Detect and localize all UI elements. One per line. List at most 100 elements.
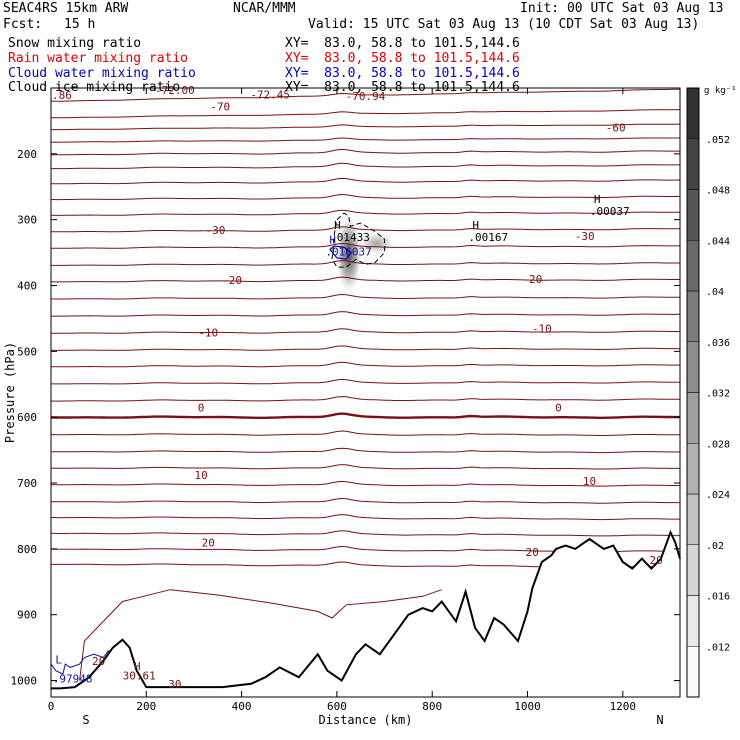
contour-label: 0 (198, 401, 205, 414)
x-axis-label: Distance (km) (319, 713, 413, 727)
contour-label: -10 (198, 326, 218, 339)
isotherm-line (51, 361, 680, 368)
isotherm-line (51, 396, 680, 402)
colorbar-segment (686, 189, 700, 241)
isotherm-line (51, 226, 680, 233)
cloud-ice-contour (331, 212, 386, 268)
field-name-snow: Snow mixing ratio (8, 36, 142, 51)
colorbar-tick-label: .052 (706, 135, 730, 146)
extremum-value: .016037 (325, 245, 371, 258)
contour-labels: -70 -72.45 -70.94 -60 -30 -30 -20 -20 -10 -10 0 0 10… (52, 84, 663, 691)
colorbar-segment (686, 493, 700, 545)
colorbar-tick-label: .036 (706, 338, 730, 349)
x-tick-label: 400 (232, 700, 252, 713)
colorbar-segment (686, 646, 700, 698)
isotherm-line (51, 293, 680, 300)
contour-label: 10 (583, 475, 596, 488)
contour-label: 20 (526, 546, 539, 559)
cloud-water-contour (329, 245, 353, 260)
contour-label: -20 (522, 273, 542, 286)
field-xy-cloud-ice: XY= 83.0, 58.8 to 101.5,144.6 (285, 80, 520, 95)
x-tick-label: 1200 (610, 700, 637, 713)
isotherm-line (51, 412, 680, 419)
isotherm-line (51, 530, 680, 537)
x-tick-label: 1000 (514, 700, 541, 713)
y-tick-label: 400 (17, 280, 37, 293)
y-tick-label: 600 (17, 411, 37, 424)
colorbar-tick-label: .016 (706, 592, 730, 603)
extremum-value: .01433 (330, 231, 370, 244)
south-label: S (82, 713, 89, 727)
field-name-cloud-ice: Cloud ice mixing ratio (8, 80, 181, 95)
isotherm-line (51, 311, 680, 317)
colorbar-segment (686, 341, 700, 393)
isotherm-line (51, 447, 680, 454)
isotherm-line (51, 514, 680, 521)
terrain-fill (51, 532, 680, 697)
x-tick-label: 200 (136, 700, 156, 713)
x-tick-label: 600 (327, 700, 347, 713)
terrain-line (51, 529, 681, 690)
isotherm-line (51, 193, 680, 201)
colorbar-segment (686, 392, 700, 444)
contour-label: 20 (202, 536, 215, 549)
contour-label: -70 (210, 100, 230, 113)
contour-label: -20 (222, 274, 242, 287)
colorbar-units: g kg⁻¹ (704, 86, 737, 96)
contour-label: 30.61 (123, 669, 156, 682)
x-tick-label: 0 (48, 700, 55, 713)
colorbar-tick-label: .032 (706, 389, 730, 400)
x-tick-label: 800 (422, 700, 442, 713)
extremum-value: .00167 (468, 231, 508, 244)
isotherm-line (51, 260, 680, 266)
extremum-symbol: H (329, 233, 336, 246)
colorbar-segment (686, 240, 700, 292)
field-name-rain: Rain water mixing ratio (8, 51, 189, 66)
contour-label: -72.45 (250, 89, 290, 102)
isotherm-line (51, 276, 680, 283)
contour-label: -30 (575, 230, 595, 243)
plot-frame (50, 87, 681, 698)
model-title: SEAC4RS 15km ARW (3, 1, 129, 16)
colorbar-tick-label: .048 (706, 186, 730, 197)
contour-label: 20 (650, 554, 663, 567)
y-tick-label: 1000 (11, 675, 38, 688)
extremum-symbol: L (55, 653, 62, 666)
isotherm-line (51, 378, 680, 385)
valid-time: Valid: 15 UTC Sat 03 Aug 13 (10 CDT Sat … (308, 17, 700, 32)
colorbar-tick-label: .024 (706, 490, 730, 501)
colorbar-segment (686, 138, 700, 190)
contour-label: -60 (606, 122, 626, 135)
contour-label: -70.94 (346, 90, 386, 103)
extremum-value: .97948 (53, 673, 93, 686)
colorbar-tick-label: .012 (706, 642, 730, 653)
extremum-symbol: H (134, 660, 141, 673)
cloud-anvil-shading (356, 232, 397, 257)
extremum-symbol: H (594, 193, 601, 206)
contour-label: 30 (168, 678, 181, 691)
field-xy-snow: XY= 83.0, 58.8 to 101.5,144.6 (285, 36, 520, 51)
y-tick-label: 300 (17, 214, 37, 227)
forecast-label: Fcst: (3, 17, 43, 32)
colorbar-segment (686, 443, 700, 495)
isotherm-line (51, 464, 680, 470)
contour-label: 10 (194, 469, 207, 482)
isotherm-line (51, 177, 680, 185)
y-tick-label: 700 (17, 477, 37, 490)
isotherm-line (51, 430, 680, 436)
isotherm-line (51, 497, 680, 504)
isotherm-line (51, 345, 680, 351)
colorbar-segment (686, 290, 700, 342)
organization-label: NCAR/MMM (233, 1, 296, 16)
init-time: Init: 00 UTC Sat 03 Aug 13 (520, 1, 724, 16)
extremum-symbol: H (472, 219, 479, 232)
temperature-contours (50, 88, 680, 681)
north-label: N (656, 713, 663, 727)
cloud-core-shading (334, 216, 363, 301)
contour-label: .86 (52, 89, 72, 102)
colorbar-tick-label: .028 (706, 439, 730, 450)
extremum-value: .00037 (590, 205, 630, 218)
forecast-hour: 15 h (64, 17, 96, 32)
